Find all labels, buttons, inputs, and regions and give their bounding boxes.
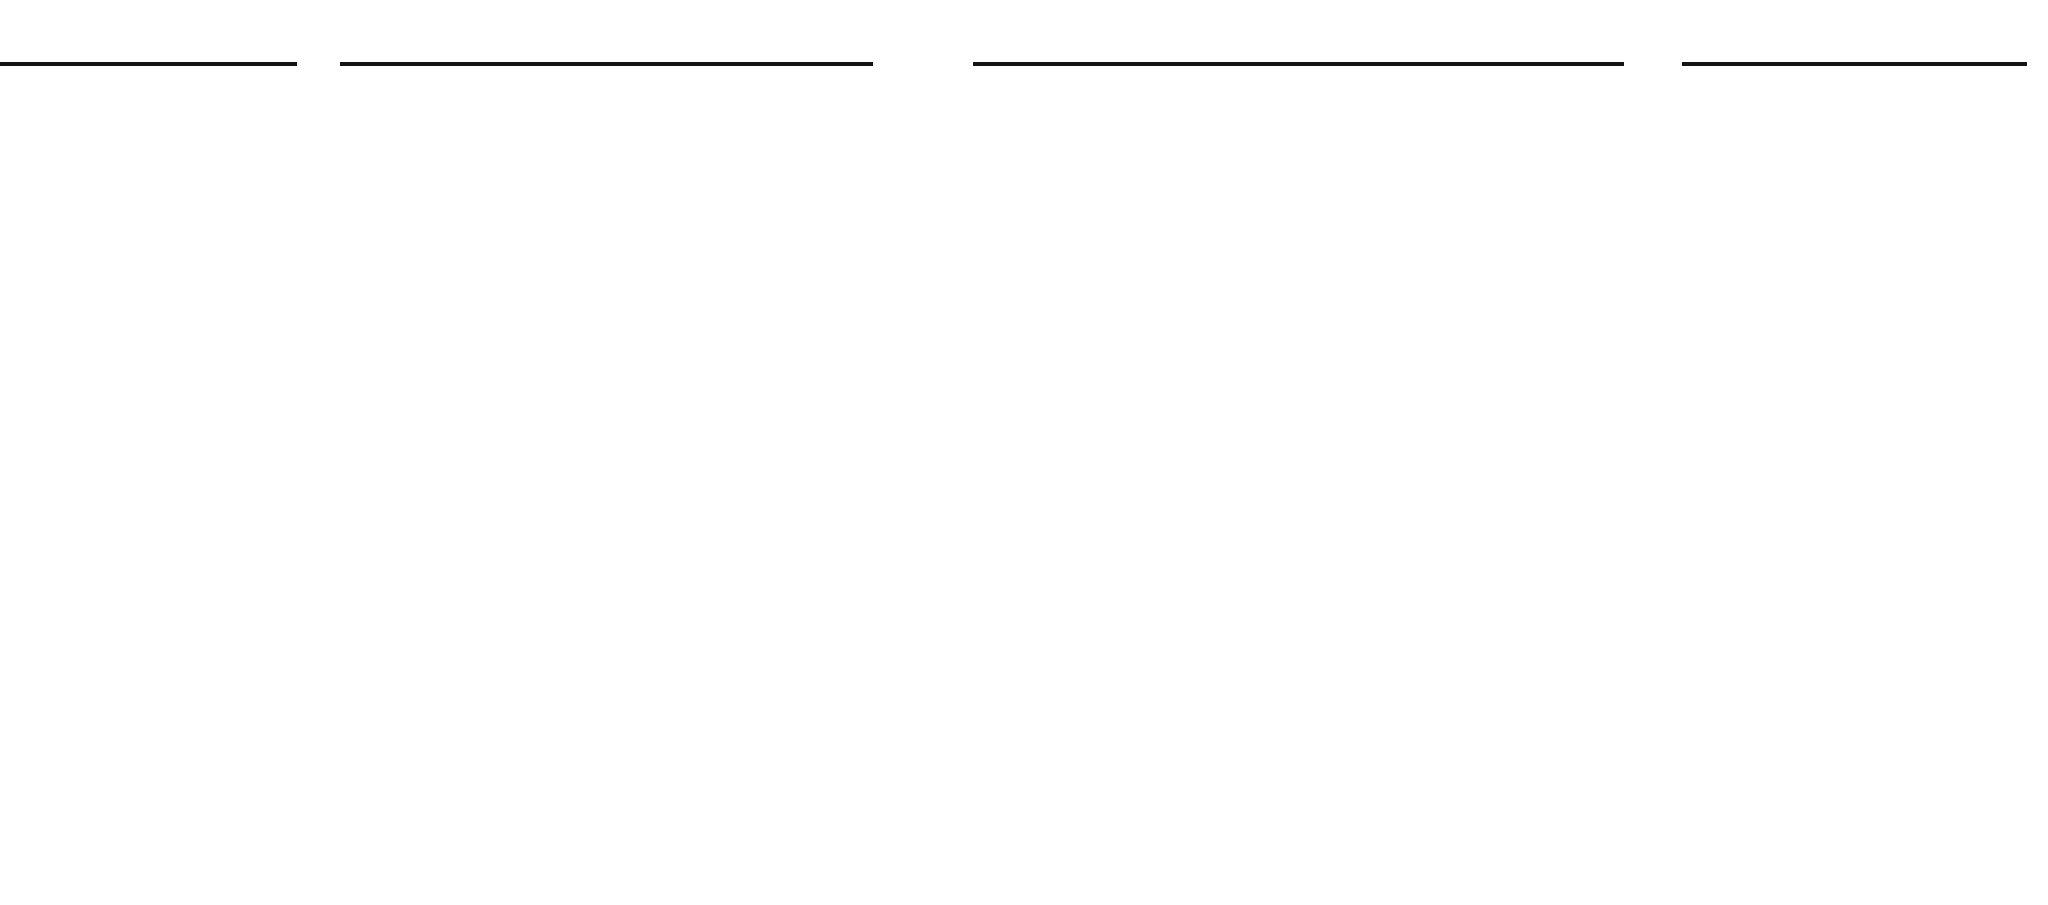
group-underline	[973, 62, 1624, 66]
group-header-d	[1682, 0, 2027, 72]
group-underline	[340, 62, 873, 66]
group-header-b	[340, 0, 873, 72]
group-header-a	[0, 0, 297, 72]
group-header-c	[973, 0, 1624, 72]
group-underline	[1682, 62, 2027, 66]
group-underline	[0, 62, 297, 66]
